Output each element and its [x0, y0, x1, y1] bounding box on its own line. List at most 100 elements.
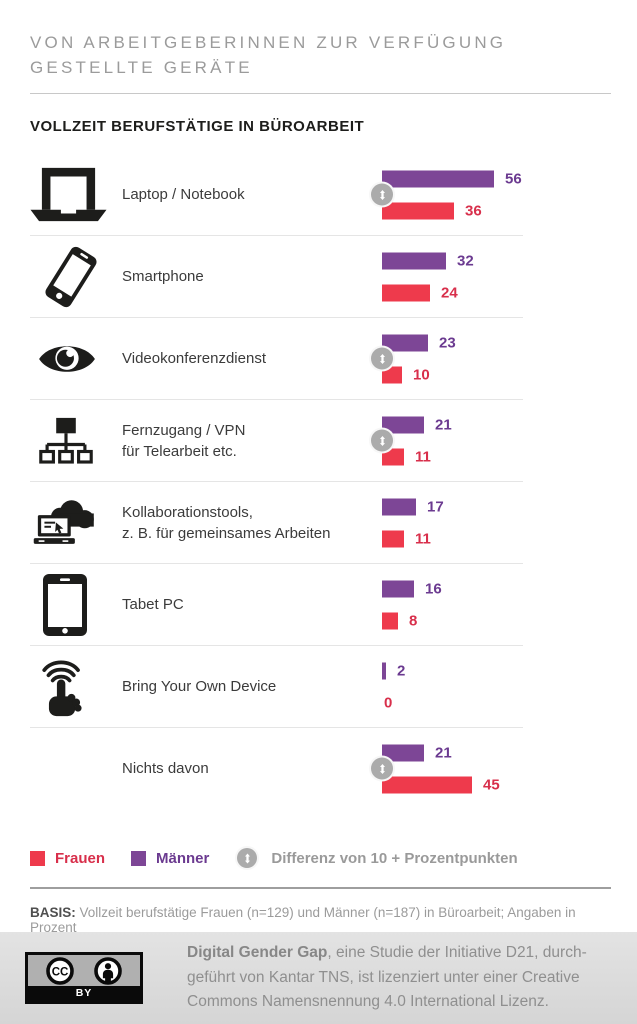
- row-label: Nichts davon: [122, 760, 209, 777]
- row-bars: 32 24: [382, 252, 474, 301]
- row-label: Videokonferenzdienst: [122, 350, 266, 367]
- row-label: Tabet PC: [122, 596, 184, 613]
- frauen-value: 0: [384, 694, 393, 711]
- maenner-value: 21: [435, 416, 452, 433]
- row-icon-cell: [30, 244, 122, 310]
- row-bars: 21 45: [369, 744, 500, 793]
- cc-icon: CC: [46, 956, 75, 985]
- chart-rows: Laptop / Notebook 56 36 Smartphone 32: [30, 154, 523, 809]
- row-bars: 21 11: [369, 416, 452, 465]
- row-icon-cell: [30, 166, 122, 223]
- row-label: Fernzugang / VPN für Telearbeit etc.: [122, 421, 246, 460]
- page-title-line1: VON ARBEITGEBERINNEN ZUR VERFÜGUNG: [30, 33, 507, 52]
- legend-item-diff: Differenz von 10 + Prozentpunkten: [235, 846, 518, 870]
- license-line2: geführt von Kantar TNS, ist lizenziert u…: [187, 968, 580, 986]
- chart-row: Laptop / Notebook 56 36: [30, 154, 523, 236]
- legend-item-frauen: Frauen: [30, 850, 105, 867]
- diff-arrows-icon: [377, 760, 388, 777]
- frauen-value: 8: [409, 612, 418, 629]
- legend-maenner-label: Männer: [156, 849, 210, 867]
- legend-diff-label: Differenz von 10 + Prozentpunkten: [271, 849, 518, 867]
- svg-text:CC: CC: [52, 966, 69, 978]
- maenner-bar: [382, 334, 428, 351]
- laptop-icon: [30, 166, 107, 223]
- basis-note: BASIS: Vollzeit berufstätige Frauen (n=1…: [30, 905, 610, 935]
- cloud-laptop-icon: [32, 497, 98, 548]
- smartphone-icon: [40, 244, 102, 310]
- diff-badge: [369, 345, 395, 372]
- row-bars: 56 36: [369, 170, 522, 219]
- frauen-bar: [382, 776, 472, 793]
- diff-arrows-icon: [377, 186, 388, 203]
- row-icon-cell: [30, 497, 122, 548]
- chart-row: Videokonferenzdienst 23 10: [30, 318, 523, 400]
- basis-text: Vollzeit berufstätige Frauen (n=129) und…: [30, 905, 576, 935]
- cc-by-label: BY: [28, 986, 140, 1001]
- maenner-bar: [382, 744, 424, 761]
- chart-row: Smartphone 32 24: [30, 236, 523, 318]
- maenner-value: 32: [457, 252, 474, 269]
- row-bars: 2 0: [382, 662, 405, 711]
- tablet-icon: [42, 574, 88, 636]
- frauen-bar: [382, 284, 430, 301]
- frauen-bar: [382, 612, 398, 629]
- chart-row: Nichts davon 21 45: [30, 728, 523, 809]
- frauen-value: 36: [465, 202, 482, 219]
- frauen-value: 10: [413, 366, 430, 383]
- page-title: VON ARBEITGEBERINNEN ZUR VERFÜGUNG GESTE…: [30, 30, 610, 80]
- row-label: Laptop / Notebook: [122, 186, 245, 203]
- maenner-bar: [382, 416, 424, 433]
- basis-label: BASIS:: [30, 905, 76, 920]
- cc-badge-top: CC: [28, 955, 140, 986]
- legend-frauen-label: Frauen: [55, 849, 106, 867]
- license-study-title: Digital Gender Gap: [187, 944, 328, 962]
- row-icon-cell: [30, 657, 122, 717]
- frauen-bar: [382, 530, 404, 547]
- maenner-bar: [382, 580, 414, 597]
- maenner-value: 56: [505, 170, 522, 187]
- frauen-value: 24: [441, 284, 458, 301]
- network-icon: [38, 417, 94, 465]
- frauen-value: 11: [415, 530, 431, 547]
- frauen-swatch: [30, 850, 45, 866]
- license-line3: Commons Namensnennung 4.0 International …: [187, 993, 549, 1011]
- page-title-line2: GESTELLTE GERÄTE: [30, 58, 253, 77]
- maenner-value: 21: [435, 744, 452, 761]
- chart-row: Fernzugang / VPN für Telearbeit etc. 21 1…: [30, 400, 523, 482]
- maenner-value: 23: [439, 334, 456, 351]
- diff-badge: [369, 181, 395, 208]
- maenner-bar: [382, 498, 416, 515]
- diff-arrows-icon: [242, 850, 253, 867]
- row-bars: 23 10: [369, 334, 456, 383]
- frauen-value: 45: [483, 776, 500, 793]
- diff-badge: [369, 427, 395, 454]
- title-divider: [30, 93, 611, 94]
- maenner-value: 16: [425, 580, 442, 597]
- legend-item-maenner: Männer: [131, 850, 209, 867]
- row-icon-cell: [30, 574, 122, 636]
- row-label: Bring Your Own Device: [122, 678, 277, 695]
- chart-row: Kollaborationstools, z. B. für gemeinsame…: [30, 482, 523, 564]
- license-text: Digital Gender Gap, eine Studie der Init…: [187, 941, 587, 1015]
- attribution-person-icon: [93, 956, 122, 985]
- maenner-value: 17: [427, 498, 444, 515]
- section-subtitle: VOLLZEIT BERUFSTÄTIGE IN BÜROARBEIT: [30, 118, 365, 135]
- maenner-bar: [382, 662, 386, 679]
- cc-by-badge: CC BY: [25, 952, 143, 1004]
- footer: CC BY Digital Gender Gap, eine Studie de…: [0, 932, 637, 1024]
- legend-divider: [30, 887, 611, 889]
- row-icon-cell: [30, 337, 122, 381]
- maenner-value: 2: [397, 662, 406, 679]
- diff-arrows-icon: [377, 432, 388, 449]
- eye-icon: [36, 337, 98, 381]
- row-label: Kollaborationstools, z. B. für gemeinsame…: [122, 503, 331, 542]
- diff-badge: [235, 846, 260, 870]
- row-bars: 17 11: [382, 498, 444, 547]
- license-line1: Digital Gender Gap, eine Studie der Init…: [187, 944, 587, 962]
- frauen-value: 11: [415, 448, 431, 465]
- row-bars: 16 8: [382, 580, 442, 629]
- legend: Frauen Männer Differenz von 10 + Prozent…: [30, 846, 610, 870]
- chart-row: Bring Your Own Device 2 0: [30, 646, 523, 728]
- maenner-bar: [382, 170, 494, 187]
